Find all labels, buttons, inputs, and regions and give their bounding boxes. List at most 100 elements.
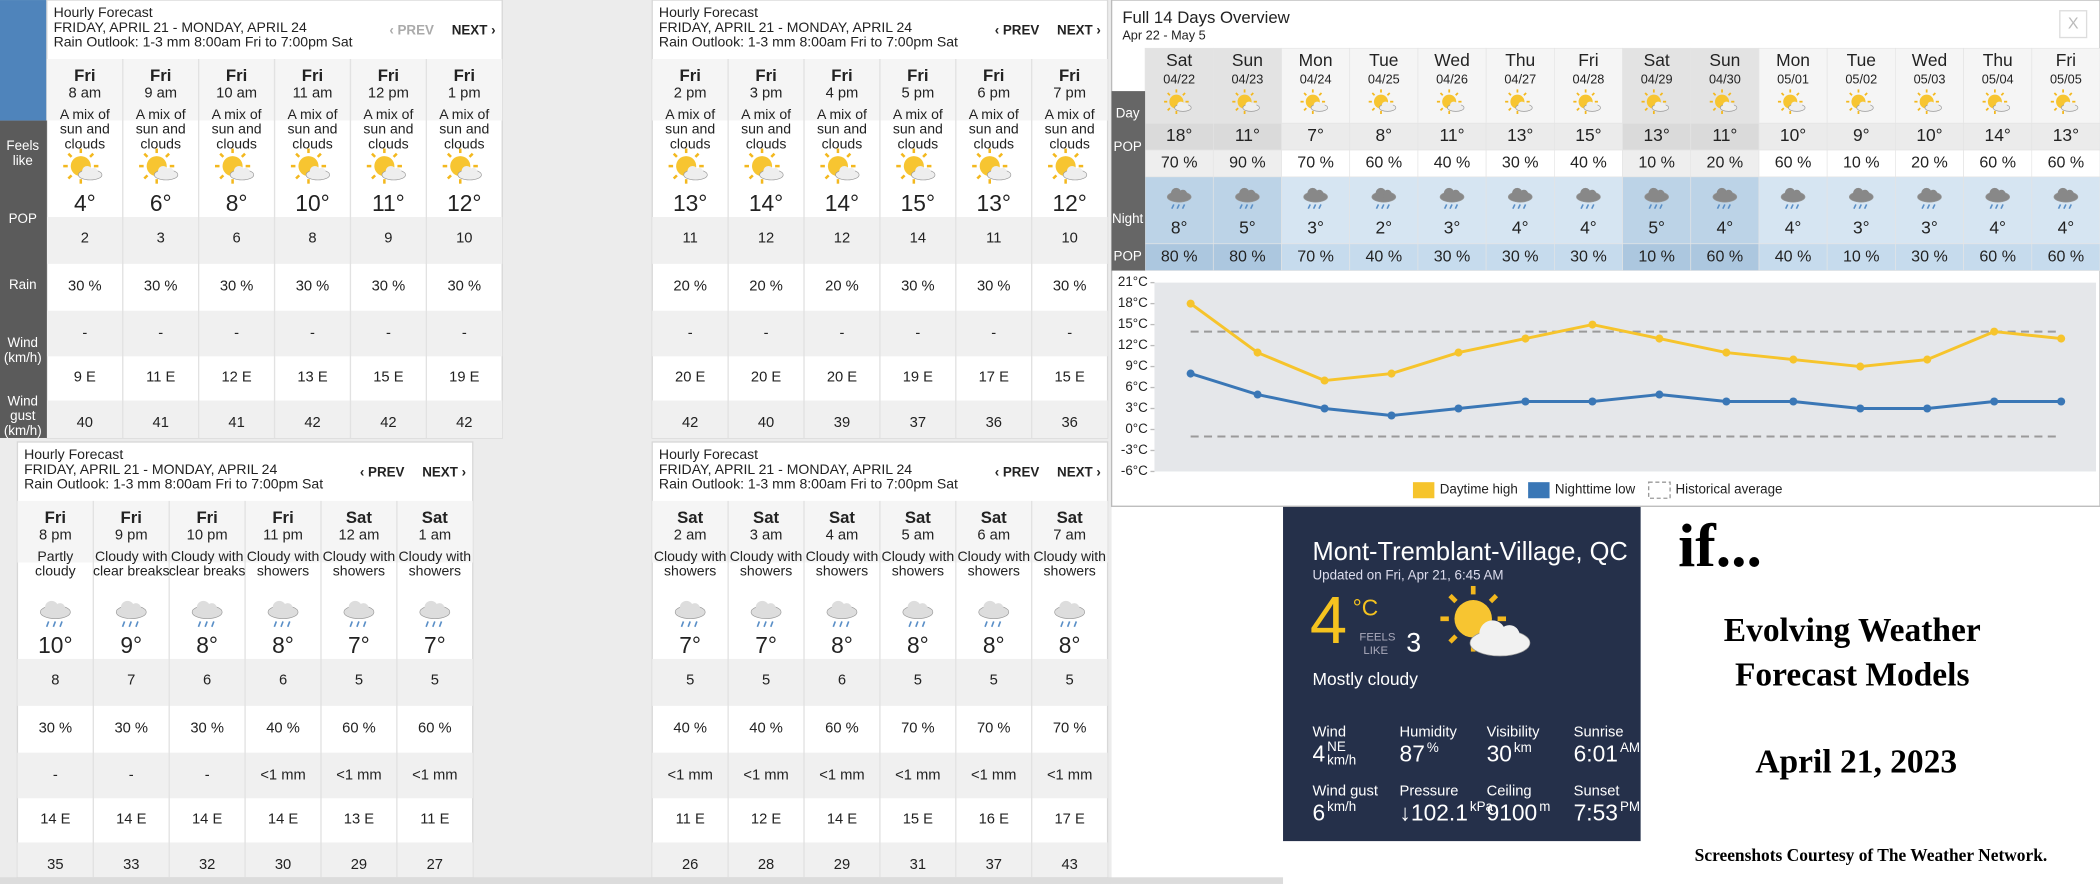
overview-cell <box>1485 176 1555 245</box>
cell-rain: - <box>53 767 58 783</box>
overview-day-pop: 90 % <box>1229 154 1266 172</box>
rain-drop <box>1250 204 1254 210</box>
rain-drop <box>1171 204 1175 210</box>
prev-button[interactable]: ‹ PREV <box>995 22 1040 37</box>
overview-night-pop: 30 % <box>1502 247 1539 265</box>
weather-icon <box>978 600 1010 628</box>
overview-night-pop: 80 % <box>1161 247 1198 265</box>
rain-drop <box>1375 204 1380 210</box>
rain-drop <box>1989 204 1994 210</box>
cell-pop: 30 % <box>448 279 482 295</box>
sun-ray <box>1303 92 1307 96</box>
cell-rain: <1 mm <box>1047 767 1092 783</box>
y-tick-label: -6°C <box>1121 463 1148 478</box>
panel-title: Hourly Forecast <box>54 4 153 20</box>
cell-gust: 43 <box>1061 857 1077 873</box>
rain-drop <box>197 621 202 628</box>
condition: Cloudy with <box>95 548 168 564</box>
weather-icon <box>1914 89 1942 114</box>
overview-cell <box>1826 243 1896 271</box>
overview-night-temp: 2° <box>1375 218 1392 238</box>
rain-drop <box>1585 204 1590 210</box>
cell-feels-like: 5 <box>686 672 694 688</box>
series-point <box>1253 348 1262 357</box>
y-tick-label: -3°C <box>1121 442 1148 457</box>
overview-cell <box>1895 176 1964 245</box>
y-tick-label: 6°C <box>1125 379 1148 394</box>
series-point <box>1387 369 1396 378</box>
cell-pop: 70 % <box>977 720 1011 736</box>
temperature: 8° <box>226 190 248 216</box>
next-button[interactable]: NEXT › <box>1057 22 1101 37</box>
slide-date: April 21, 2023 <box>1755 743 1957 780</box>
rain-drop <box>1653 204 1658 210</box>
overview-day: Thu <box>1505 50 1535 70</box>
sun-ray <box>143 152 149 158</box>
cloud <box>687 165 698 177</box>
cloud <box>1059 600 1073 614</box>
cell-rain: - <box>129 767 134 783</box>
cloud <box>1443 187 1455 199</box>
sun-ray <box>1235 107 1239 112</box>
overview-day: Wed <box>1434 50 1469 70</box>
overview-night-temp: 3° <box>1444 218 1461 238</box>
cloud <box>841 603 852 614</box>
overview-night-pop: 40 % <box>1366 247 1403 265</box>
condition: clouds <box>746 135 787 151</box>
condition: clouds <box>444 135 485 151</box>
condition: sun and <box>817 121 867 137</box>
cell-gust: 35 <box>47 857 63 873</box>
cloud <box>1927 101 1935 109</box>
overview-day-pop: 30 % <box>1502 154 1539 172</box>
cloud <box>839 165 850 177</box>
next-button[interactable]: NEXT › <box>452 22 496 37</box>
series-point <box>1789 355 1798 364</box>
sun-ray <box>1303 107 1307 112</box>
overview-day-temp: 11° <box>1440 125 1465 145</box>
temperature: 12° <box>1052 190 1086 216</box>
sun-ray <box>1576 92 1580 96</box>
cell-gust: 42 <box>304 415 320 431</box>
overview-cell <box>1281 122 1351 151</box>
row-label: Wind <box>8 393 38 408</box>
condition: A mix of <box>439 106 489 122</box>
overview-cell <box>1281 243 1351 271</box>
close-box <box>2059 10 2088 39</box>
overview-day-temp: 11° <box>1712 125 1737 145</box>
column-time: 11 am <box>293 86 333 102</box>
overview-day-temp: 10° <box>1780 125 1806 145</box>
overview-day: Sat <box>1166 50 1192 70</box>
overview-day-temp: 8° <box>1375 125 1392 145</box>
cell-pop: 30 % <box>901 279 935 295</box>
overview-cell <box>1963 149 2033 178</box>
series-point <box>1923 404 1932 413</box>
cell-rain: <1 mm <box>412 767 457 783</box>
column-time: 1 pm <box>448 86 481 102</box>
column-day: Fri <box>1059 66 1080 85</box>
overview-cell <box>1212 149 1282 178</box>
overview-night-pop: 60 % <box>1979 247 2016 265</box>
prev-button[interactable]: ‹ PREV <box>360 464 405 479</box>
cell-rain: - <box>764 325 769 341</box>
cell-feels-like: 3 <box>157 230 165 246</box>
next-button[interactable]: NEXT › <box>1057 464 1101 479</box>
next-button[interactable]: NEXT › <box>422 464 466 479</box>
cell-feels-like: 5 <box>355 672 363 688</box>
slide-title: Forecast Models <box>1735 656 1970 693</box>
overview-day-pop: 60 % <box>2048 154 2085 172</box>
detail-unit: km/h <box>1327 799 1356 814</box>
panel-title: Hourly Forecast <box>659 446 758 462</box>
rain-drop <box>1716 204 1721 210</box>
overview-cell <box>1963 176 2033 245</box>
y-tick-label: 21°C <box>1118 274 1148 289</box>
overview-night-pop: 30 % <box>1570 247 1607 265</box>
sun-ray <box>67 174 73 180</box>
column-time: 2 am <box>674 528 707 544</box>
temperature: 9° <box>120 632 142 658</box>
series-point <box>1387 411 1396 420</box>
sun-ray <box>1052 174 1058 180</box>
prev-button[interactable]: ‹ PREV <box>995 464 1040 479</box>
prev-button[interactable]: ‹ PREV <box>389 22 434 37</box>
column-day: Fri <box>755 66 776 85</box>
close-button[interactable]: X <box>2068 14 2079 32</box>
